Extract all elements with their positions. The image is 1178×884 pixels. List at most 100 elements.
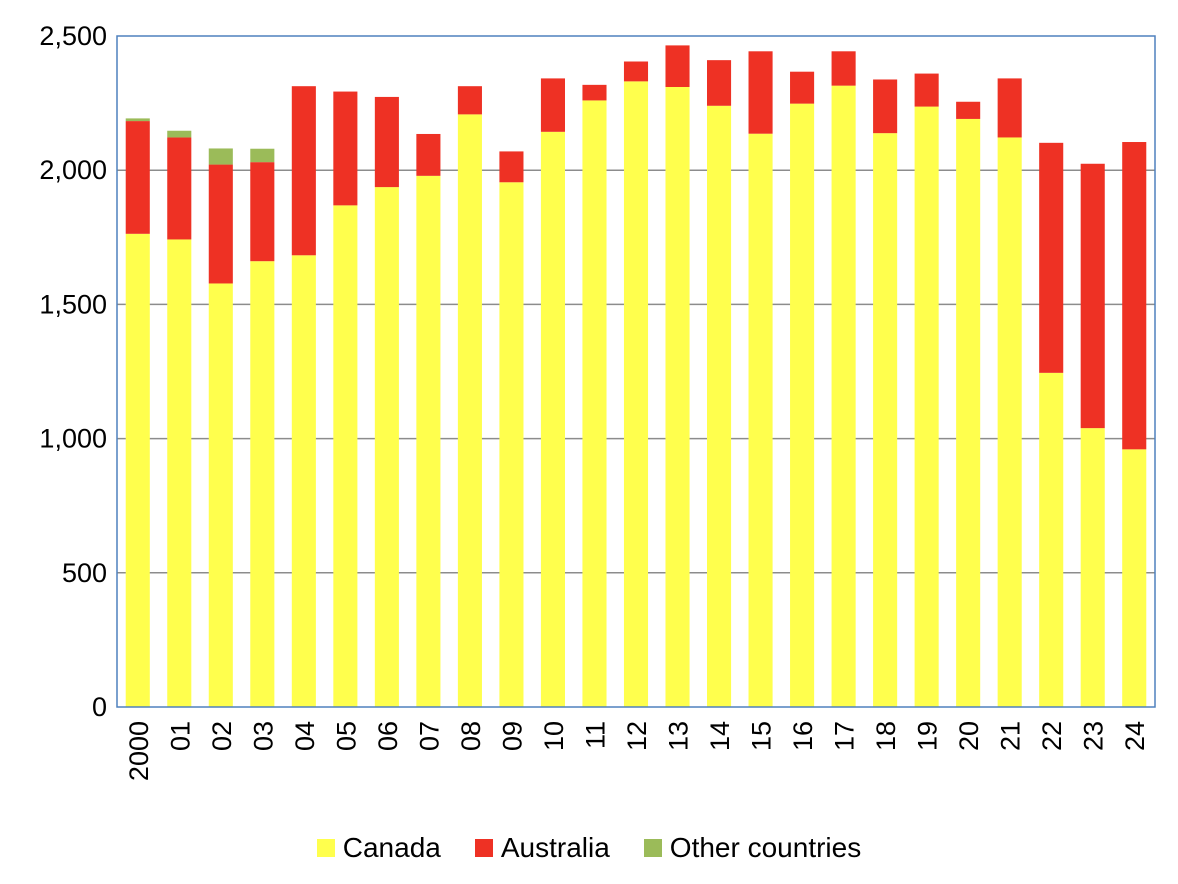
y-tick-label: 500 xyxy=(62,558,107,588)
bar-australia-23 xyxy=(1080,163,1105,429)
bar-canada-16 xyxy=(790,103,815,708)
bar-australia-10 xyxy=(540,78,566,132)
x-tick-label: 19 xyxy=(913,721,943,751)
bar-canada-14 xyxy=(706,105,732,707)
x-tick-label: 23 xyxy=(1079,721,1109,751)
bar-australia-12 xyxy=(623,61,649,82)
bar-australia-20 xyxy=(956,101,981,119)
bar-other-countries-2000 xyxy=(125,118,150,122)
bar-australia-05 xyxy=(333,91,358,206)
x-tick-label: 22 xyxy=(1037,721,1067,751)
bar-canada-04 xyxy=(291,255,316,707)
legend-swatch-other-countries xyxy=(643,839,662,857)
plot-area-border xyxy=(116,35,1156,708)
x-tick-label: 08 xyxy=(456,721,486,751)
x-axis-ticks: 2000 01 02 03 04 05 06 07 08 09 10 11 12 13 14 15 16 17 18… xyxy=(124,721,1150,781)
bar-australia-21 xyxy=(997,78,1022,138)
bars xyxy=(125,45,1147,708)
x-tick-label: 03 xyxy=(248,721,278,751)
bar-australia-01 xyxy=(167,137,192,240)
x-tick-label: 04 xyxy=(290,721,320,751)
y-tick-label: 2,500 xyxy=(39,21,107,51)
x-tick-label: 02 xyxy=(207,721,237,751)
bar-australia-17 xyxy=(831,51,856,86)
legend-swatch-canada xyxy=(316,839,335,857)
bar-canada-12 xyxy=(623,81,649,707)
bar-australia-08 xyxy=(457,86,482,115)
bar-australia-18 xyxy=(873,79,898,134)
x-tick-label: 01 xyxy=(165,721,195,751)
bar-australia-19 xyxy=(914,73,939,107)
bar-canada-03 xyxy=(250,261,275,707)
bar-canada-11 xyxy=(582,100,607,707)
x-tick-label: 15 xyxy=(747,721,777,751)
bar-canada-20 xyxy=(956,118,981,707)
bar-canada-19 xyxy=(914,106,939,707)
bar-canada-24 xyxy=(1122,449,1147,707)
stacked-bar-chart: 0 500 1,000 1,500 2,000 2,500 2000 01 02 03 04 05 0… xyxy=(39,21,1156,781)
bar-canada-05 xyxy=(333,205,358,707)
bar-canada-23 xyxy=(1080,428,1105,707)
bar-australia-22 xyxy=(1039,142,1064,373)
bar-canada-02 xyxy=(208,283,233,707)
y-tick-label: 0 xyxy=(92,692,107,722)
y-tick-label: 1,500 xyxy=(39,289,107,319)
bar-australia-15 xyxy=(748,51,773,134)
bar-australia-09 xyxy=(499,151,524,183)
bar-canada-07 xyxy=(416,175,441,707)
y-axis-ticks: 0 500 1,000 1,500 2,000 2,500 xyxy=(39,21,107,722)
x-tick-label: 17 xyxy=(830,721,860,751)
bar-australia-03 xyxy=(250,162,275,262)
bar-canada-17 xyxy=(831,85,856,708)
bar-canada-06 xyxy=(374,187,399,708)
bar-canada-18 xyxy=(873,133,898,708)
bar-australia-04 xyxy=(291,86,316,256)
x-tick-label: 07 xyxy=(414,721,444,751)
x-tick-label: 21 xyxy=(996,721,1026,751)
bar-canada-13 xyxy=(665,86,690,708)
bar-other-countries-03 xyxy=(250,148,275,163)
legend-label-other-countries: Other countries xyxy=(669,832,862,863)
bar-other-countries-01 xyxy=(167,130,192,138)
y-tick-label: 2,000 xyxy=(39,155,107,185)
bar-australia-16 xyxy=(790,71,815,104)
x-tick-label: 20 xyxy=(954,721,984,751)
bar-australia-14 xyxy=(706,60,732,106)
bar-australia-02 xyxy=(208,164,233,284)
x-tick-label: 18 xyxy=(871,721,901,751)
legend-label-australia: Australia xyxy=(500,832,610,863)
x-tick-label: 09 xyxy=(497,721,527,751)
x-tick-label: 05 xyxy=(331,721,361,751)
x-tick-label: 13 xyxy=(664,721,694,751)
x-tick-label: 2000 xyxy=(124,721,154,781)
x-tick-label: 12 xyxy=(622,721,652,751)
legend-label-canada: Canada xyxy=(342,832,441,863)
bar-canada-08 xyxy=(457,114,482,707)
bar-australia-06 xyxy=(374,96,399,188)
bar-australia-24 xyxy=(1122,142,1147,450)
bar-canada-21 xyxy=(997,137,1022,707)
bar-canada-01 xyxy=(167,239,192,707)
bar-canada-10 xyxy=(540,131,566,708)
bar-australia-07 xyxy=(416,133,441,176)
bar-other-countries-02 xyxy=(208,148,233,165)
bar-canada-2000 xyxy=(125,233,150,708)
legend: Canada Australia Other countries xyxy=(0,828,1178,868)
bar-canada-22 xyxy=(1039,372,1064,707)
y-tick-label: 1,000 xyxy=(39,424,107,454)
legend-item-other-countries: Other countries xyxy=(643,832,862,864)
bar-australia-2000 xyxy=(125,121,150,234)
x-tick-label: 14 xyxy=(705,721,735,751)
bar-australia-13 xyxy=(665,45,690,87)
x-tick-label: 16 xyxy=(788,721,818,751)
x-tick-label: 11 xyxy=(580,721,610,749)
x-tick-label: 06 xyxy=(373,721,403,751)
bar-australia-11 xyxy=(582,84,607,101)
legend-item-australia: Australia xyxy=(474,832,610,864)
bar-canada-15 xyxy=(748,133,773,707)
x-tick-label: 24 xyxy=(1120,721,1150,751)
x-tick-label: 10 xyxy=(539,721,569,751)
legend-item-canada: Canada xyxy=(316,832,441,864)
legend-swatch-australia xyxy=(474,839,493,857)
bar-canada-09 xyxy=(499,182,524,707)
